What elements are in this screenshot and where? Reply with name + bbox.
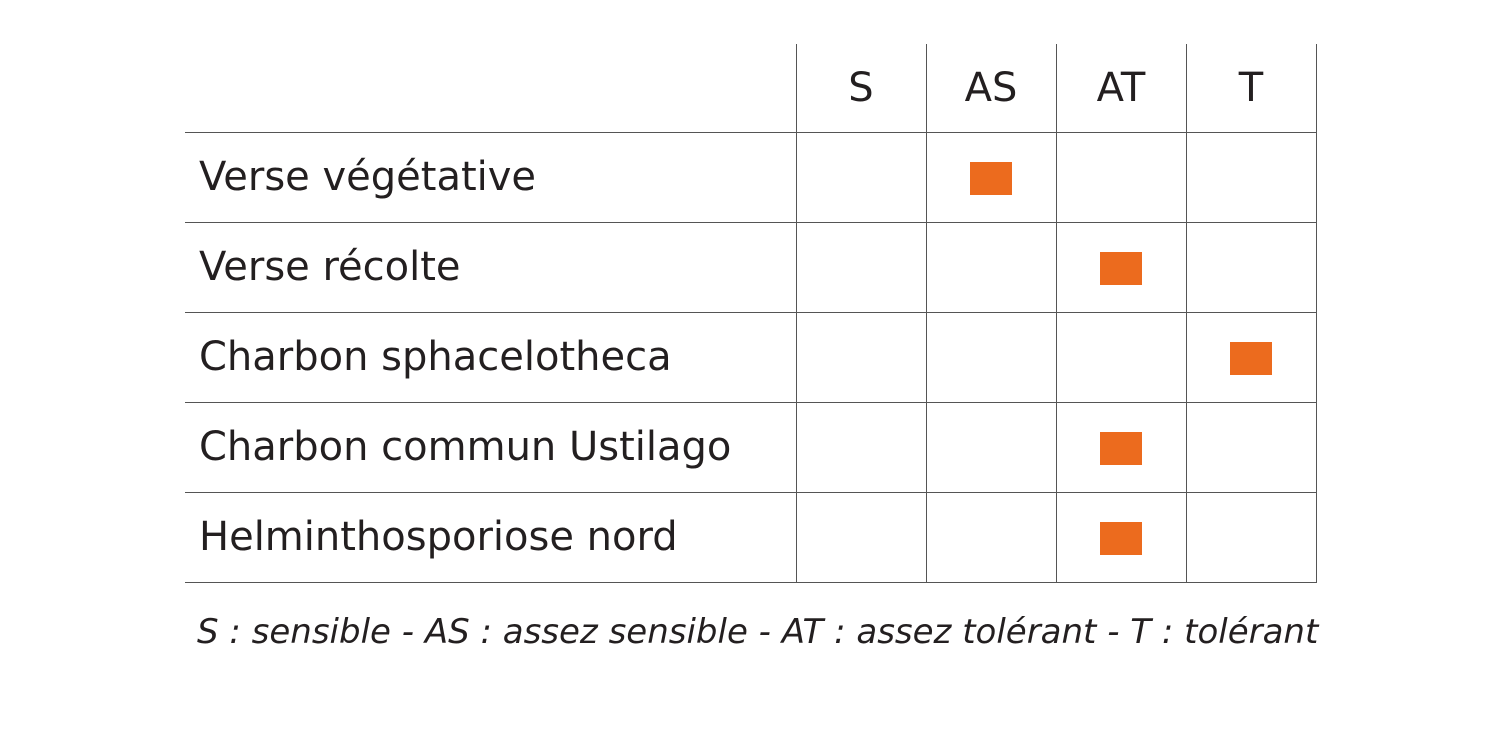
- rating-marker: [1100, 432, 1142, 465]
- grid-hline: [185, 132, 1317, 133]
- rating-marker: [1100, 252, 1142, 285]
- grid-hline: [185, 312, 1317, 313]
- grid-vline: [1186, 44, 1187, 583]
- grid-hline: [185, 582, 1317, 583]
- row-label: Helminthosporiose nord: [199, 514, 678, 560]
- row-label: Verse végétative: [199, 154, 537, 200]
- rating-marker: [970, 162, 1012, 195]
- grid-hline: [185, 492, 1317, 493]
- grid-vline: [1316, 44, 1317, 583]
- grid-hline: [185, 402, 1317, 403]
- legend-text: S : sensible - AS : assez sensible - AT …: [197, 612, 1319, 652]
- grid-hline: [185, 222, 1317, 223]
- column-header-s: S: [848, 65, 874, 111]
- column-header-as: AS: [964, 65, 1018, 111]
- grid-vline: [1056, 44, 1057, 583]
- row-label: Charbon sphacelotheca: [199, 334, 672, 380]
- grid-vline: [796, 44, 797, 583]
- row-label: Charbon commun Ustilago: [199, 424, 732, 470]
- column-header-t: T: [1238, 65, 1264, 111]
- rating-marker: [1100, 522, 1142, 555]
- rating-marker: [1230, 342, 1272, 375]
- grid-vline: [926, 44, 927, 583]
- column-header-at: AT: [1096, 65, 1146, 111]
- row-label: Verse récolte: [199, 244, 461, 290]
